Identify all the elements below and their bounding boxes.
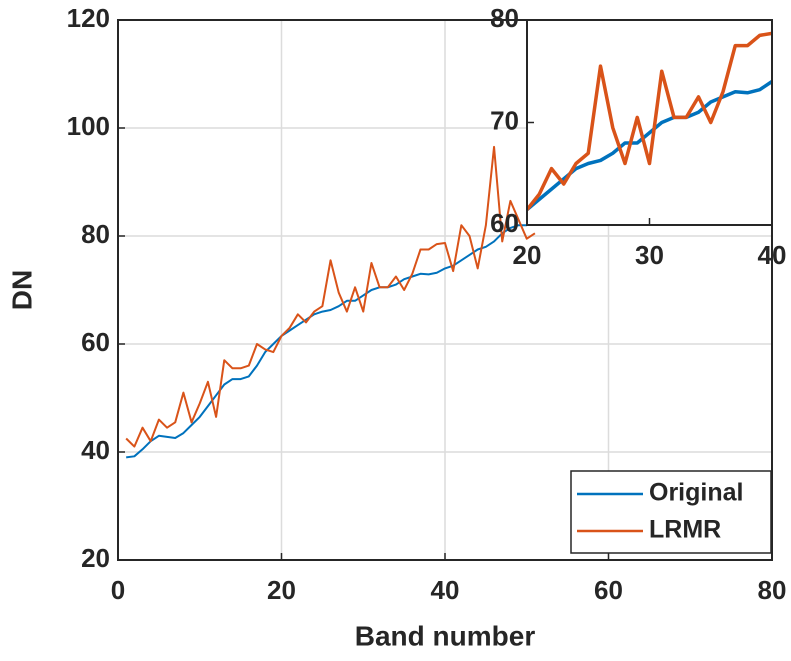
- x-tick-label: 80: [758, 575, 787, 605]
- x-tick-label: 40: [758, 240, 787, 270]
- x-tick-label: 20: [267, 575, 296, 605]
- x-tick-label: 20: [513, 240, 542, 270]
- axes-box: [117, 19, 773, 561]
- y-tick-label: 120: [67, 3, 110, 33]
- x-axis-label: Band number: [355, 620, 536, 651]
- series-line: [125, 145, 536, 448]
- legend-box: [570, 470, 772, 554]
- series-line: [527, 31, 772, 211]
- legend-label: Original: [649, 479, 743, 507]
- y-tick-label: 80: [81, 219, 110, 249]
- x-tick-label: 30: [635, 240, 664, 270]
- legend-label: LRMR: [649, 516, 721, 544]
- x-tick-label: 0: [111, 575, 125, 605]
- series-line: [126, 221, 536, 459]
- x-tick-label: 40: [431, 575, 460, 605]
- axes-box: [526, 19, 773, 226]
- legend: Original LRMR: [570, 470, 772, 554]
- y-tick-label: 100: [67, 111, 110, 141]
- y-tick-label: 80: [490, 3, 519, 33]
- x-tick-label: 60: [594, 575, 623, 605]
- y-tick-label: 60: [81, 327, 110, 357]
- y-tick-label: 20: [81, 543, 110, 573]
- y-tick-label: 70: [490, 105, 519, 135]
- plot-area: [527, 20, 772, 225]
- y-axis-label: DN: [6, 270, 37, 310]
- y-tick-label: 60: [490, 208, 519, 238]
- y-tick-label: 40: [81, 435, 110, 465]
